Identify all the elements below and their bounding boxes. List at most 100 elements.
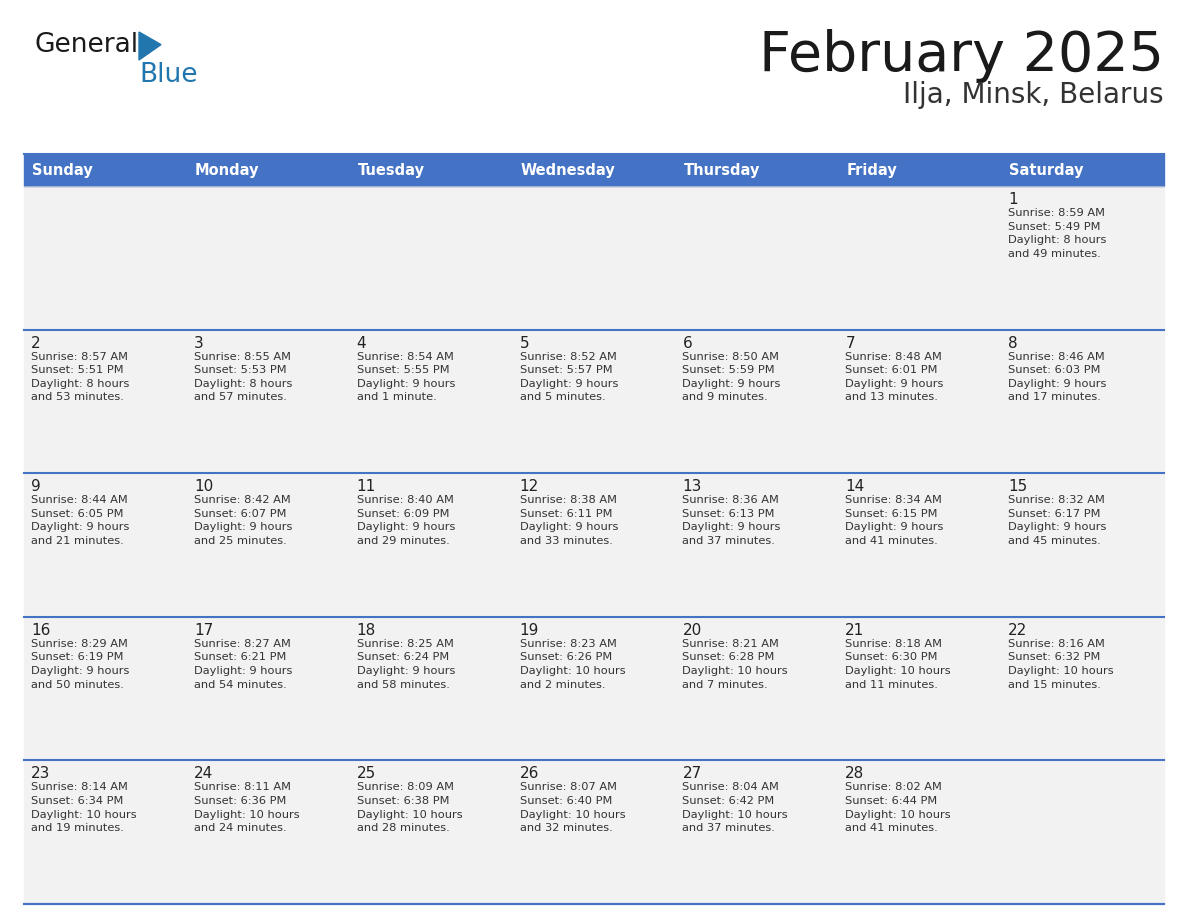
Text: Sunrise: 8:59 AM
Sunset: 5:49 PM
Daylight: 8 hours
and 49 minutes.: Sunrise: 8:59 AM Sunset: 5:49 PM Dayligh…: [1009, 208, 1106, 259]
Bar: [512, 186, 676, 330]
Text: 16: 16: [31, 622, 50, 638]
Bar: [1001, 617, 1164, 760]
Bar: [839, 473, 1001, 617]
Text: 15: 15: [1009, 479, 1028, 494]
Bar: [839, 330, 1001, 473]
Text: 22: 22: [1009, 622, 1028, 638]
Text: Sunrise: 8:44 AM
Sunset: 6:05 PM
Daylight: 9 hours
and 21 minutes.: Sunrise: 8:44 AM Sunset: 6:05 PM Dayligh…: [31, 495, 129, 546]
Text: Sunrise: 8:25 AM
Sunset: 6:24 PM
Daylight: 9 hours
and 58 minutes.: Sunrise: 8:25 AM Sunset: 6:24 PM Dayligh…: [356, 639, 455, 689]
Bar: [349, 617, 512, 760]
Bar: [839, 617, 1001, 760]
Text: Tuesday: Tuesday: [358, 162, 425, 177]
Text: 8: 8: [1009, 336, 1018, 351]
Bar: [187, 154, 349, 186]
Bar: [349, 760, 512, 904]
Bar: [676, 186, 839, 330]
Text: 27: 27: [682, 767, 702, 781]
Text: Wednesday: Wednesday: [520, 162, 615, 177]
Text: Sunrise: 8:09 AM
Sunset: 6:38 PM
Daylight: 10 hours
and 28 minutes.: Sunrise: 8:09 AM Sunset: 6:38 PM Dayligh…: [356, 782, 462, 834]
Text: 26: 26: [519, 767, 539, 781]
Text: Sunrise: 8:52 AM
Sunset: 5:57 PM
Daylight: 9 hours
and 5 minutes.: Sunrise: 8:52 AM Sunset: 5:57 PM Dayligh…: [519, 352, 618, 402]
Text: 6: 6: [682, 336, 693, 351]
Bar: [187, 473, 349, 617]
Text: 19: 19: [519, 622, 539, 638]
Text: Sunrise: 8:29 AM
Sunset: 6:19 PM
Daylight: 9 hours
and 50 minutes.: Sunrise: 8:29 AM Sunset: 6:19 PM Dayligh…: [31, 639, 129, 689]
Text: 28: 28: [846, 767, 865, 781]
Text: 12: 12: [519, 479, 539, 494]
Bar: [187, 760, 349, 904]
Text: Sunrise: 8:27 AM
Sunset: 6:21 PM
Daylight: 9 hours
and 54 minutes.: Sunrise: 8:27 AM Sunset: 6:21 PM Dayligh…: [194, 639, 292, 689]
Bar: [24, 473, 187, 617]
Text: Sunrise: 8:46 AM
Sunset: 6:03 PM
Daylight: 9 hours
and 17 minutes.: Sunrise: 8:46 AM Sunset: 6:03 PM Dayligh…: [1009, 352, 1106, 402]
Text: Sunrise: 8:11 AM
Sunset: 6:36 PM
Daylight: 10 hours
and 24 minutes.: Sunrise: 8:11 AM Sunset: 6:36 PM Dayligh…: [194, 782, 299, 834]
Text: Monday: Monday: [195, 162, 259, 177]
Bar: [349, 186, 512, 330]
Text: 18: 18: [356, 622, 375, 638]
Bar: [676, 617, 839, 760]
Text: Sunrise: 8:40 AM
Sunset: 6:09 PM
Daylight: 9 hours
and 29 minutes.: Sunrise: 8:40 AM Sunset: 6:09 PM Dayligh…: [356, 495, 455, 546]
Text: 17: 17: [194, 622, 213, 638]
Text: Sunrise: 8:16 AM
Sunset: 6:32 PM
Daylight: 10 hours
and 15 minutes.: Sunrise: 8:16 AM Sunset: 6:32 PM Dayligh…: [1009, 639, 1114, 689]
Text: Friday: Friday: [846, 162, 897, 177]
Text: Sunrise: 8:34 AM
Sunset: 6:15 PM
Daylight: 9 hours
and 41 minutes.: Sunrise: 8:34 AM Sunset: 6:15 PM Dayligh…: [846, 495, 943, 546]
Text: Sunrise: 8:18 AM
Sunset: 6:30 PM
Daylight: 10 hours
and 11 minutes.: Sunrise: 8:18 AM Sunset: 6:30 PM Dayligh…: [846, 639, 950, 689]
Bar: [1001, 154, 1164, 186]
Text: 11: 11: [356, 479, 375, 494]
Text: Sunrise: 8:55 AM
Sunset: 5:53 PM
Daylight: 8 hours
and 57 minutes.: Sunrise: 8:55 AM Sunset: 5:53 PM Dayligh…: [194, 352, 292, 402]
Text: Sunday: Sunday: [32, 162, 93, 177]
Text: 7: 7: [846, 336, 855, 351]
Bar: [512, 760, 676, 904]
Text: Sunrise: 8:42 AM
Sunset: 6:07 PM
Daylight: 9 hours
and 25 minutes.: Sunrise: 8:42 AM Sunset: 6:07 PM Dayligh…: [194, 495, 292, 546]
Bar: [1001, 473, 1164, 617]
Text: Ilja, Minsk, Belarus: Ilja, Minsk, Belarus: [903, 81, 1164, 109]
Text: Sunrise: 8:54 AM
Sunset: 5:55 PM
Daylight: 9 hours
and 1 minute.: Sunrise: 8:54 AM Sunset: 5:55 PM Dayligh…: [356, 352, 455, 402]
Bar: [187, 617, 349, 760]
Bar: [349, 473, 512, 617]
Text: Sunrise: 8:57 AM
Sunset: 5:51 PM
Daylight: 8 hours
and 53 minutes.: Sunrise: 8:57 AM Sunset: 5:51 PM Dayligh…: [31, 352, 129, 402]
Text: 10: 10: [194, 479, 213, 494]
Bar: [839, 186, 1001, 330]
Bar: [512, 473, 676, 617]
Text: February 2025: February 2025: [759, 29, 1164, 83]
Bar: [187, 186, 349, 330]
Text: 14: 14: [846, 479, 865, 494]
Bar: [676, 154, 839, 186]
Text: Blue: Blue: [139, 62, 197, 88]
Bar: [24, 330, 187, 473]
Bar: [676, 473, 839, 617]
Polygon shape: [139, 32, 162, 60]
Text: Sunrise: 8:32 AM
Sunset: 6:17 PM
Daylight: 9 hours
and 45 minutes.: Sunrise: 8:32 AM Sunset: 6:17 PM Dayligh…: [1009, 495, 1106, 546]
Text: Sunrise: 8:38 AM
Sunset: 6:11 PM
Daylight: 9 hours
and 33 minutes.: Sunrise: 8:38 AM Sunset: 6:11 PM Dayligh…: [519, 495, 618, 546]
Text: 3: 3: [194, 336, 203, 351]
Bar: [349, 154, 512, 186]
Text: Saturday: Saturday: [1009, 162, 1083, 177]
Bar: [187, 330, 349, 473]
Bar: [24, 186, 187, 330]
Bar: [1001, 330, 1164, 473]
Text: Sunrise: 8:07 AM
Sunset: 6:40 PM
Daylight: 10 hours
and 32 minutes.: Sunrise: 8:07 AM Sunset: 6:40 PM Dayligh…: [519, 782, 625, 834]
Text: 24: 24: [194, 767, 213, 781]
Bar: [512, 154, 676, 186]
Text: Sunrise: 8:21 AM
Sunset: 6:28 PM
Daylight: 10 hours
and 7 minutes.: Sunrise: 8:21 AM Sunset: 6:28 PM Dayligh…: [682, 639, 788, 689]
Text: 25: 25: [356, 767, 375, 781]
Bar: [1001, 186, 1164, 330]
Text: 20: 20: [682, 622, 702, 638]
Bar: [349, 330, 512, 473]
Text: Thursday: Thursday: [683, 162, 760, 177]
Bar: [676, 330, 839, 473]
Bar: [1001, 760, 1164, 904]
Text: Sunrise: 8:14 AM
Sunset: 6:34 PM
Daylight: 10 hours
and 19 minutes.: Sunrise: 8:14 AM Sunset: 6:34 PM Dayligh…: [31, 782, 137, 834]
Text: General: General: [34, 32, 138, 58]
Text: 23: 23: [31, 767, 50, 781]
Text: 2: 2: [31, 336, 40, 351]
Bar: [512, 330, 676, 473]
Text: 5: 5: [519, 336, 529, 351]
Text: Sunrise: 8:48 AM
Sunset: 6:01 PM
Daylight: 9 hours
and 13 minutes.: Sunrise: 8:48 AM Sunset: 6:01 PM Dayligh…: [846, 352, 943, 402]
Bar: [512, 617, 676, 760]
Text: Sunrise: 8:04 AM
Sunset: 6:42 PM
Daylight: 10 hours
and 37 minutes.: Sunrise: 8:04 AM Sunset: 6:42 PM Dayligh…: [682, 782, 788, 834]
Text: 1: 1: [1009, 192, 1018, 207]
Bar: [24, 617, 187, 760]
Text: 13: 13: [682, 479, 702, 494]
Bar: [839, 154, 1001, 186]
Text: 21: 21: [846, 622, 865, 638]
